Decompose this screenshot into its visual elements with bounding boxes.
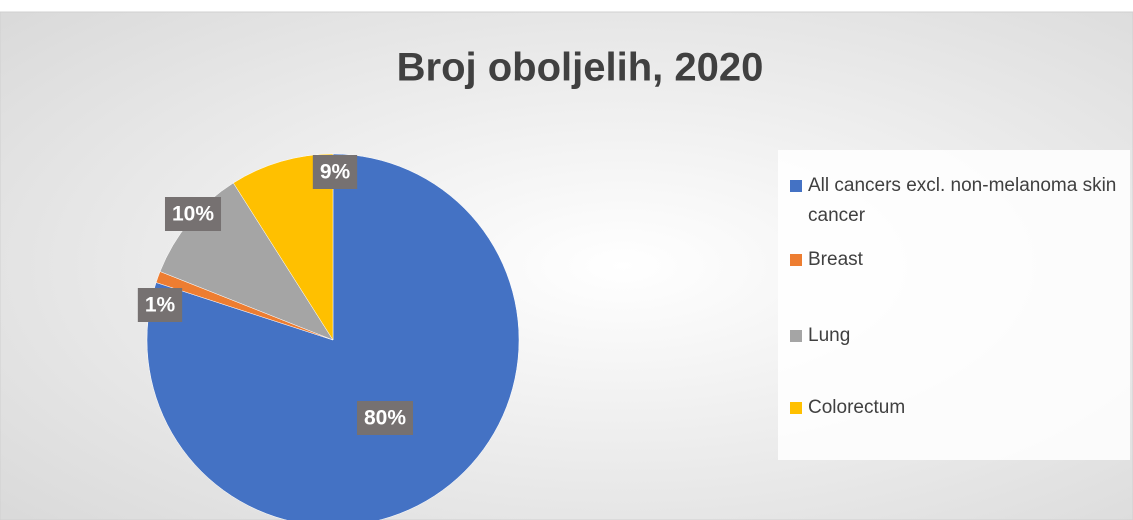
data-label-box xyxy=(164,197,222,231)
data-label-text: 9% xyxy=(320,161,351,184)
data-label: 1% xyxy=(137,288,183,322)
legend-box xyxy=(778,150,1130,460)
legend-swatch xyxy=(790,402,802,414)
legend-label-line: All cancers excl. non-melanoma skin xyxy=(808,175,1116,196)
data-label-box xyxy=(312,155,358,189)
data-label: 9% xyxy=(312,155,358,189)
legend-label: Lung xyxy=(808,325,850,346)
legend-swatch xyxy=(790,254,802,266)
data-label-box xyxy=(137,288,183,322)
legend-swatch xyxy=(790,180,802,192)
pie-slice xyxy=(232,153,334,341)
data-label: 80% xyxy=(356,401,414,435)
data-label-box xyxy=(356,401,414,435)
data-label-text: 1% xyxy=(145,294,176,317)
chart-title: Broj oboljelih, 2020 xyxy=(397,46,764,90)
data-label: 10% xyxy=(164,197,222,231)
legend-label-line: cancer xyxy=(808,205,866,226)
data-label-text: 80% xyxy=(364,407,406,430)
legend-swatch xyxy=(790,330,802,342)
legend-label: Breast xyxy=(808,249,864,270)
data-label-text: 10% xyxy=(172,203,214,226)
legend-label: Colorectum xyxy=(808,397,905,418)
legend-label: All cancers excl. non-melanoma skin cance… xyxy=(808,175,1116,226)
